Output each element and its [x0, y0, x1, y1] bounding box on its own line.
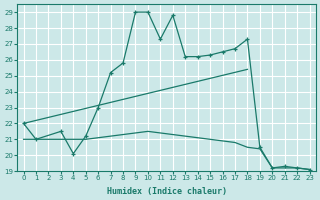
- X-axis label: Humidex (Indice chaleur): Humidex (Indice chaleur): [107, 187, 227, 196]
